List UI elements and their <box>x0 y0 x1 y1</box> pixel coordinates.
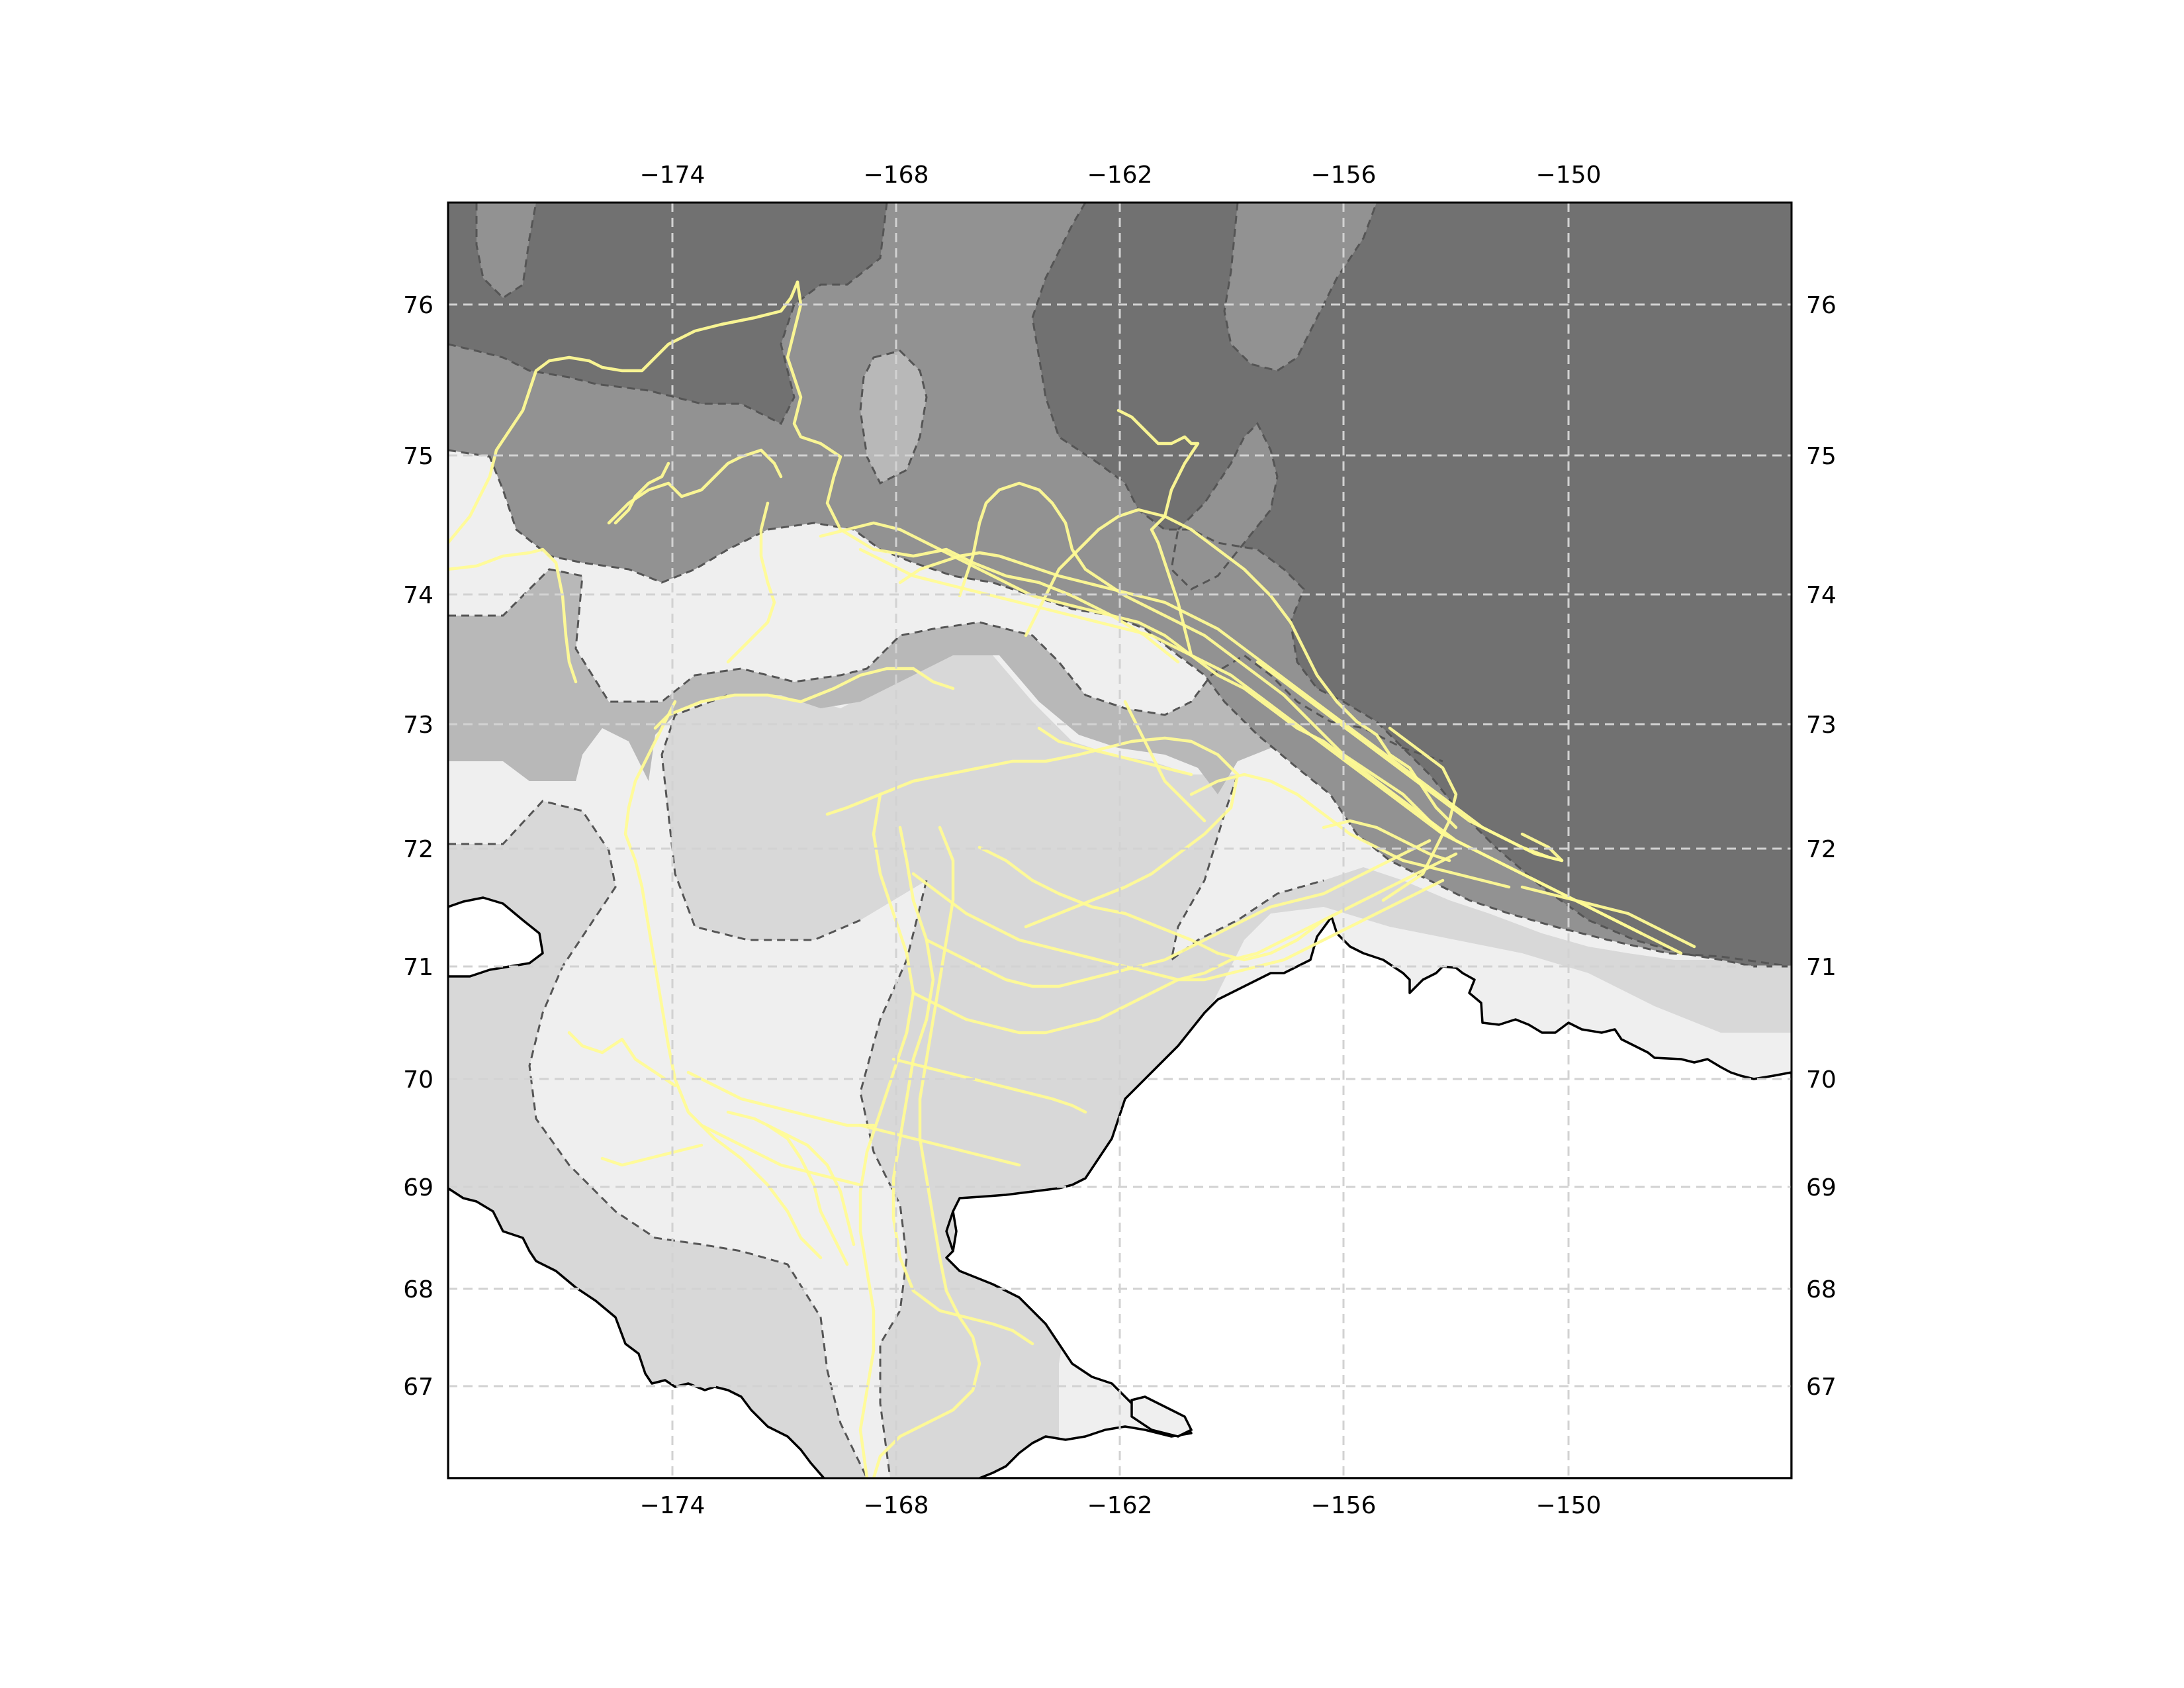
lat-tick-label-right: 70 <box>1806 1066 1837 1094</box>
lat-tick-label-left: 75 <box>403 443 433 470</box>
lon-tick-label-bottom: −168 <box>864 1492 929 1519</box>
basin-deep-region-2 <box>1032 203 1792 966</box>
lon-tick-label-bottom: −162 <box>1087 1492 1153 1519</box>
track-line <box>825 736 1240 929</box>
left-latitude-labels: 76 75 74 73 72 71 70 69 68 67 <box>403 292 433 1401</box>
mid-depth-region <box>448 569 1463 794</box>
track-line <box>766 1123 849 1266</box>
wrangel-island <box>448 896 544 978</box>
bottom-longitude-labels: −174 −168 −162 −156 −150 <box>640 1492 1602 1519</box>
lat-tick-label-left: 67 <box>403 1374 433 1401</box>
track-line <box>1189 773 1511 889</box>
track-line <box>653 667 955 730</box>
track-line <box>891 1057 1087 1114</box>
track-line <box>911 912 1339 1035</box>
mid-ridge-region <box>1224 203 1377 371</box>
lon-tick-label-bottom: −150 <box>1536 1492 1602 1519</box>
track-line <box>872 825 981 1478</box>
track-line <box>1381 726 1458 902</box>
track-line <box>448 547 578 684</box>
lon-tick-label-top: −168 <box>864 162 929 189</box>
lon-tick-label-top: −174 <box>640 162 705 189</box>
coastline <box>448 896 1792 1478</box>
lat-tick-label-left: 69 <box>403 1174 433 1201</box>
lat-tick-label-right: 71 <box>1806 954 1837 981</box>
track-line <box>1037 726 1193 776</box>
lon-tick-label-top: −162 <box>1087 162 1153 189</box>
lat-tick-label-left: 68 <box>403 1276 433 1303</box>
track-line <box>858 792 915 1478</box>
track-line <box>614 461 670 525</box>
lat-tick-label-right: 73 <box>1806 712 1837 739</box>
track-line <box>600 1143 704 1167</box>
lat-tick-label-right: 76 <box>1806 292 1837 319</box>
lat-tick-label-right: 75 <box>1806 443 1837 470</box>
track-line <box>978 845 1458 962</box>
track-line <box>448 280 799 545</box>
track-line <box>958 481 1445 836</box>
graticule <box>448 203 1792 1478</box>
northwind-ridge-region <box>1171 424 1277 589</box>
upper-left-shoal-region <box>477 203 536 298</box>
track-line <box>607 448 783 525</box>
lon-tick-label-bottom: −156 <box>1311 1492 1377 1519</box>
track-line <box>1116 408 1200 657</box>
track-line <box>726 501 776 664</box>
small-shoal-region <box>860 351 927 483</box>
lon-tick-label-top: −156 <box>1311 162 1377 189</box>
track-line <box>891 825 1034 1346</box>
lat-tick-label-right: 74 <box>1806 582 1837 609</box>
animal-tracks <box>448 280 1696 1478</box>
map-frame <box>447 201 1793 1479</box>
lat-tick-label-right: 67 <box>1806 1374 1837 1401</box>
track-line <box>925 839 1432 988</box>
track-line <box>726 1110 856 1246</box>
shelf-depth-region <box>448 655 1792 1478</box>
top-longitude-labels: −174 −168 −162 −156 −150 <box>640 162 1602 189</box>
lat-tick-label-left: 76 <box>403 292 433 319</box>
track-line <box>1520 885 1696 949</box>
lat-tick-label-left: 70 <box>403 1066 433 1094</box>
alaska-sound-inlet <box>1130 1395 1193 1438</box>
depth-contours <box>448 203 1792 1478</box>
right-latitude-labels: 76 75 74 73 72 71 70 69 68 67 <box>1806 292 1837 1401</box>
lat-tick-label-left: 73 <box>403 712 433 739</box>
track-line <box>623 700 823 1260</box>
lat-tick-label-left: 74 <box>403 582 433 609</box>
lat-tick-label-left: 72 <box>403 836 433 863</box>
lat-tick-label-right: 72 <box>1806 836 1837 863</box>
track-line <box>686 1070 876 1127</box>
lat-tick-label-right: 68 <box>1806 1276 1837 1303</box>
track-line <box>1255 660 1564 863</box>
track-line <box>1322 819 1451 863</box>
track-line <box>1024 508 1458 829</box>
track-line <box>858 1123 1021 1167</box>
lat-tick-label-right: 69 <box>1806 1174 1837 1201</box>
chukotka-land <box>448 1187 825 1478</box>
basin-deep-region <box>448 203 887 424</box>
track-line <box>819 521 1643 935</box>
track-line <box>898 551 1564 863</box>
point-hope-spit <box>945 1211 954 1252</box>
track-line <box>567 1031 677 1088</box>
lat-tick-label-left: 71 <box>403 954 433 981</box>
lon-tick-label-bottom: −174 <box>640 1492 705 1519</box>
lon-tick-label-top: −150 <box>1536 162 1602 189</box>
